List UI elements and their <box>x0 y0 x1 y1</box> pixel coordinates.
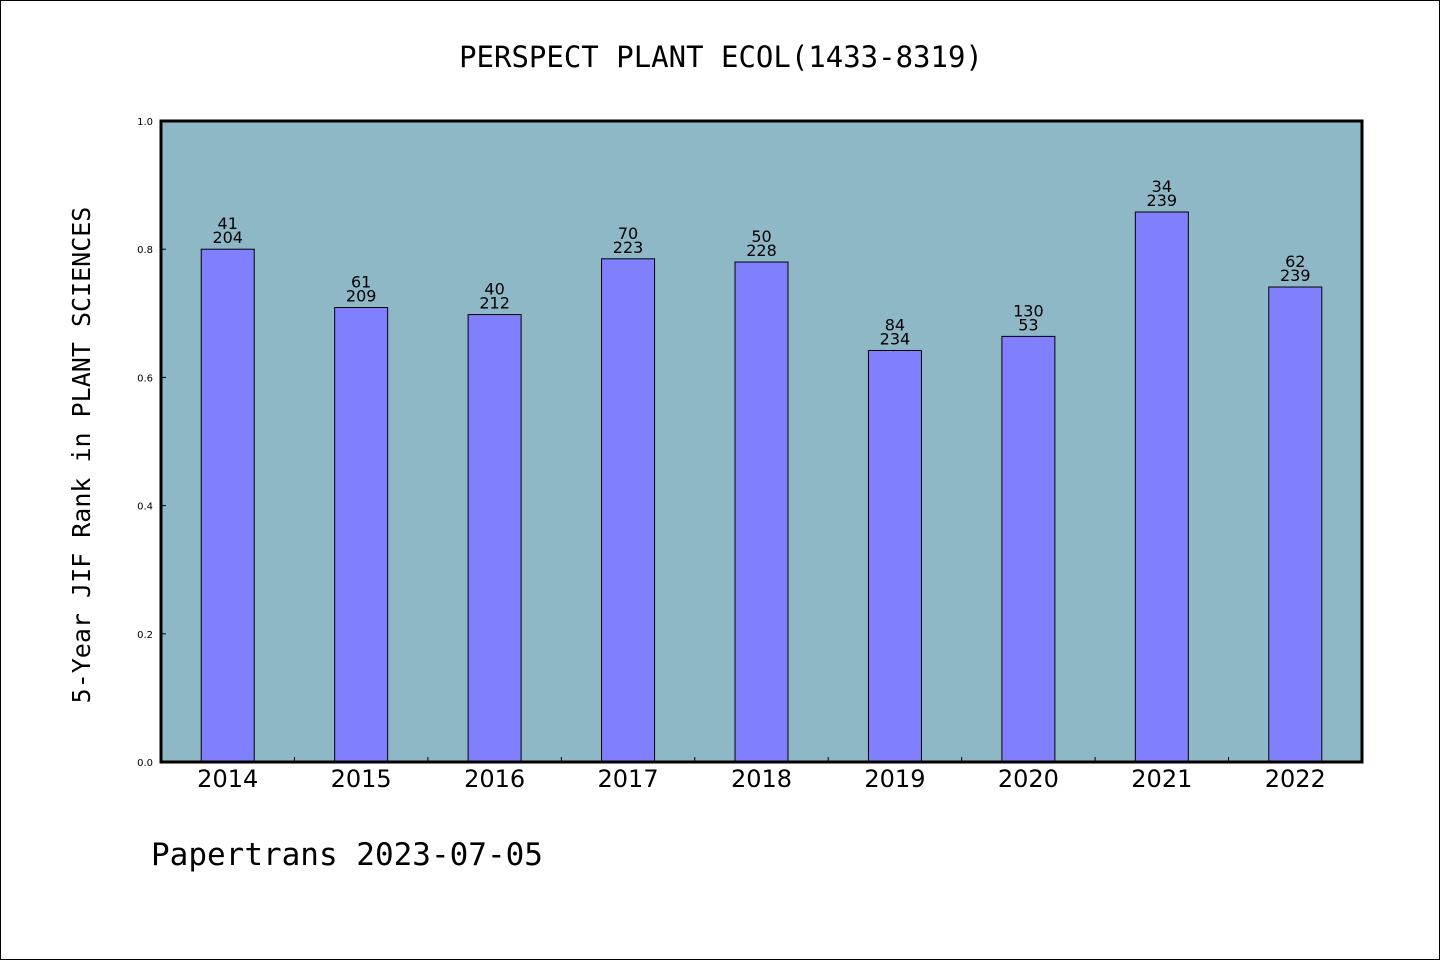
bar-label-total: 204 <box>212 228 243 247</box>
bar-label-total: 212 <box>479 294 510 313</box>
y-tick-label: 1.0 <box>137 117 153 128</box>
bar-2020 <box>1001 335 1056 763</box>
x-tick-label: 2018 <box>731 765 792 793</box>
x-tick-label: 2017 <box>598 765 659 793</box>
bar-2021 <box>1134 211 1189 763</box>
chart-title: PERSPECT PLANT ECOL(1433-8319) <box>459 40 983 74</box>
x-axis-ticks: 2014 2015 2016 2017 2018 2019 2020 2021 2022 <box>197 757 1326 793</box>
bar-label-rank: 84 <box>885 315 905 334</box>
x-tick-label: 2016 <box>464 765 525 793</box>
y-tick-label: 0.8 <box>137 245 153 256</box>
x-tick-label: 2014 <box>197 765 258 793</box>
bar-label-total: 228 <box>746 241 777 260</box>
bar-label-rank: 50 <box>751 227 771 246</box>
bar-label-rank: 34 <box>1152 177 1172 196</box>
bar-label-rank: 61 <box>351 273 371 292</box>
y-tick-label: 0.2 <box>137 630 153 641</box>
bar-2016 <box>467 314 522 763</box>
bars <box>200 211 1323 763</box>
x-tick-label: 2019 <box>864 765 925 793</box>
plot-border <box>159 119 1364 764</box>
bar-label-total: 209 <box>346 287 377 306</box>
x-tick-label: 2022 <box>1265 765 1326 793</box>
y-tick-label: 0.6 <box>137 373 153 384</box>
bar-label-total: 53 <box>1018 315 1038 334</box>
bar-2022 <box>1268 286 1323 763</box>
y-axis-label: 5-Year JIF Rank in PLANT SCIENCES <box>67 207 96 704</box>
x-tick-label: 2020 <box>998 765 1059 793</box>
bar-label-total: 223 <box>613 238 644 257</box>
bar-2017 <box>601 258 656 763</box>
bar-2018 <box>734 261 789 763</box>
bar-label-total: 234 <box>880 329 911 348</box>
y-tick-label: 0.4 <box>137 502 153 513</box>
y-tick-label: 0.0 <box>137 758 153 769</box>
x-tick-label: 2015 <box>331 765 392 793</box>
bar-label-rank: 62 <box>1285 252 1305 271</box>
bar-label-rank: 41 <box>218 214 238 233</box>
bar-2014 <box>200 248 255 763</box>
footer-watermark: Papertrans 2023-07-05 <box>151 837 543 873</box>
bar-2015 <box>334 307 389 763</box>
bar-label-rank: 130 <box>1013 301 1044 320</box>
x-tick-label: 2021 <box>1131 765 1192 793</box>
bar-2019 <box>867 349 922 763</box>
bar-label-total: 239 <box>1147 191 1178 210</box>
bar-label-rank: 40 <box>484 280 504 299</box>
bar-label-rank: 70 <box>618 224 638 243</box>
bar-label-total: 239 <box>1280 266 1311 285</box>
